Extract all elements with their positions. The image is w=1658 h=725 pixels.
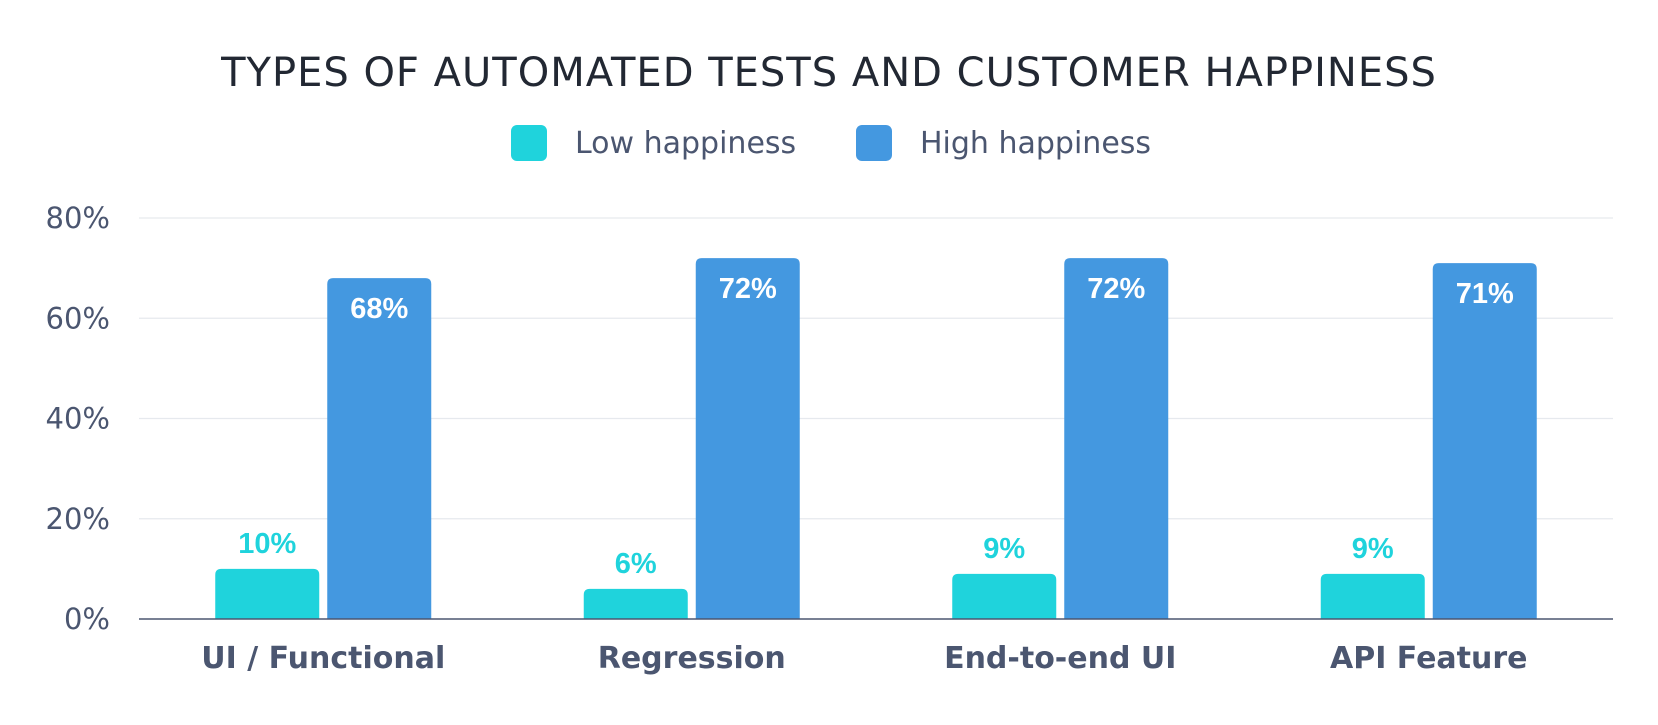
bar-low-happiness bbox=[583, 588, 688, 619]
category-label: UI / Functional bbox=[201, 641, 445, 676]
y-tick-label: 0% bbox=[64, 602, 110, 636]
y-tick-label: 40% bbox=[46, 402, 110, 436]
chart-title: TYPES OF AUTOMATED TESTS AND CUSTOMER HA… bbox=[220, 50, 1437, 96]
legend-swatch-low-happiness bbox=[511, 125, 547, 161]
category-label: Regression bbox=[598, 641, 786, 676]
data-labels: 10% 68% 6% 72% 9% 72% 9% 71% bbox=[238, 273, 1514, 580]
y-axis-tick-labels: 0% 20% 40% 60% 80% bbox=[46, 201, 110, 636]
data-label: 6% bbox=[615, 548, 657, 580]
bar-high-happiness bbox=[695, 258, 800, 619]
data-label: 10% bbox=[238, 528, 296, 560]
bar-high-happiness bbox=[327, 278, 432, 619]
bar-high-happiness bbox=[1064, 258, 1169, 619]
data-label: 72% bbox=[719, 273, 777, 305]
data-label: 9% bbox=[1352, 533, 1394, 565]
legend: Low happiness High happiness bbox=[511, 125, 1151, 161]
legend-label-low-happiness: Low happiness bbox=[575, 126, 796, 161]
legend-label-high-happiness: High happiness bbox=[920, 126, 1151, 161]
bar-high-happiness bbox=[1432, 263, 1537, 619]
y-tick-label: 60% bbox=[46, 301, 110, 335]
category-label: End-to-end UI bbox=[944, 641, 1176, 676]
data-label: 72% bbox=[1087, 273, 1145, 305]
category-label: API Feature bbox=[1330, 641, 1528, 676]
bar-low-happiness bbox=[952, 573, 1057, 619]
bar-low-happiness bbox=[215, 568, 320, 619]
data-label: 68% bbox=[350, 293, 408, 325]
legend-swatch-high-happiness bbox=[856, 125, 892, 161]
y-tick-label: 20% bbox=[46, 502, 110, 536]
bars bbox=[215, 258, 1537, 619]
y-tick-label: 80% bbox=[46, 201, 110, 235]
data-label: 9% bbox=[983, 533, 1025, 565]
category-labels: UI / Functional Regression End-to-end UI AP… bbox=[201, 641, 1527, 676]
bar-low-happiness bbox=[1320, 573, 1425, 619]
data-label: 71% bbox=[1456, 278, 1514, 310]
